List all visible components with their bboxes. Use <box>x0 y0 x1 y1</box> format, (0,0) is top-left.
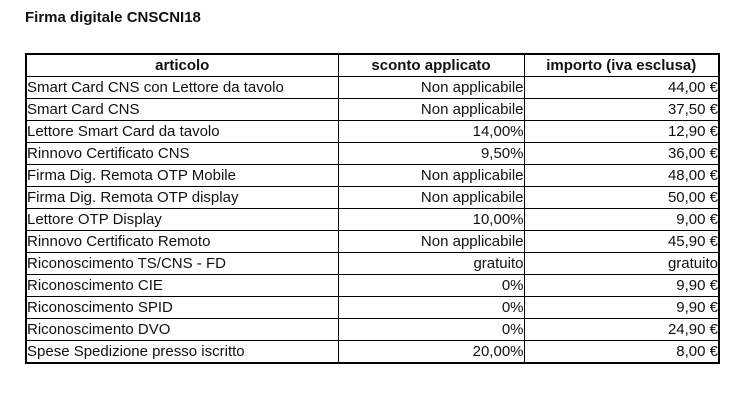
cell-importo: 50,00 € <box>523 186 720 209</box>
cell-articolo: Lettore OTP Display <box>25 208 339 231</box>
cell-articolo: Lettore Smart Card da tavolo <box>25 120 339 143</box>
cell-importo: 9,00 € <box>523 208 720 231</box>
cell-articolo: Rinnovo Certificato Remoto <box>25 230 339 253</box>
cell-importo: 45,90 € <box>523 230 720 253</box>
cell-articolo: Spese Spedizione presso iscritto <box>25 340 339 364</box>
table-row: Riconoscimento TS/CNS - FD gratuito gratui… <box>25 252 720 275</box>
table-row: Smart Card CNS con Lettore da tavolo Non … <box>25 76 720 99</box>
column-header-articolo: articolo <box>25 53 339 77</box>
cell-articolo: Rinnovo Certificato CNS <box>25 142 339 165</box>
cell-importo: 48,00 € <box>523 164 720 187</box>
column-header-sconto: sconto applicato <box>337 53 525 77</box>
cell-importo: gratuito <box>523 252 720 275</box>
page-title: Firma digitale CNSCNI18 <box>25 9 201 26</box>
cell-articolo: Firma Dig. Remota OTP display <box>25 186 339 209</box>
cell-importo: 37,50 € <box>523 98 720 121</box>
cell-sconto: gratuito <box>337 252 525 275</box>
table-row: Firma Dig. Remota OTP Mobile Non applicab… <box>25 164 720 187</box>
cell-articolo: Firma Dig. Remota OTP Mobile <box>25 164 339 187</box>
column-header-importo: importo (iva esclusa) <box>523 53 720 77</box>
table-row: Rinnovo Certificato CNS 9,50% 36,00 € <box>25 142 720 165</box>
table-row: Riconoscimento CIE 0% 9,90 € <box>25 274 720 297</box>
cell-articolo: Smart Card CNS con Lettore da tavolo <box>25 76 339 99</box>
cell-articolo: Riconoscimento SPID <box>25 296 339 319</box>
table-row: Smart Card CNS Non applicabile 37,50 € <box>25 98 720 121</box>
table-row: Rinnovo Certificato Remoto Non applicabil… <box>25 230 720 253</box>
cell-importo: 9,90 € <box>523 296 720 319</box>
cell-sconto: 20,00% <box>337 340 525 364</box>
cell-sconto: Non applicabile <box>337 230 525 253</box>
cell-importo: 12,90 € <box>523 120 720 143</box>
table-row: Firma Dig. Remota OTP display Non applica… <box>25 186 720 209</box>
cell-articolo: Smart Card CNS <box>25 98 339 121</box>
table-row: Riconoscimento DVO 0% 24,90 € <box>25 318 720 341</box>
cell-sconto: 0% <box>337 274 525 297</box>
cell-articolo: Riconoscimento CIE <box>25 274 339 297</box>
cell-articolo: Riconoscimento DVO <box>25 318 339 341</box>
cell-importo: 8,00 € <box>523 340 720 364</box>
cell-sconto: 14,00% <box>337 120 525 143</box>
table-header-row: articolo sconto applicato importo (iva e… <box>25 53 720 77</box>
table-body: Smart Card CNS con Lettore da tavolo Non … <box>25 76 720 364</box>
cell-importo: 36,00 € <box>523 142 720 165</box>
price-table: articolo sconto applicato importo (iva e… <box>25 53 720 364</box>
cell-sconto: 10,00% <box>337 208 525 231</box>
cell-sconto: Non applicabile <box>337 164 525 187</box>
cell-sconto: 9,50% <box>337 142 525 165</box>
table-row: Lettore OTP Display 10,00% 9,00 € <box>25 208 720 231</box>
cell-importo: 9,90 € <box>523 274 720 297</box>
table-row: Spese Spedizione presso iscritto 20,00% 8,… <box>25 340 720 364</box>
cell-sconto: Non applicabile <box>337 76 525 99</box>
cell-importo: 44,00 € <box>523 76 720 99</box>
table-row: Riconoscimento SPID 0% 9,90 € <box>25 296 720 319</box>
cell-importo: 24,90 € <box>523 318 720 341</box>
cell-articolo: Riconoscimento TS/CNS - FD <box>25 252 339 275</box>
table-row: Lettore Smart Card da tavolo 14,00% 12,90 … <box>25 120 720 143</box>
cell-sconto: 0% <box>337 318 525 341</box>
cell-sconto: Non applicabile <box>337 186 525 209</box>
cell-sconto: Non applicabile <box>337 98 525 121</box>
cell-sconto: 0% <box>337 296 525 319</box>
